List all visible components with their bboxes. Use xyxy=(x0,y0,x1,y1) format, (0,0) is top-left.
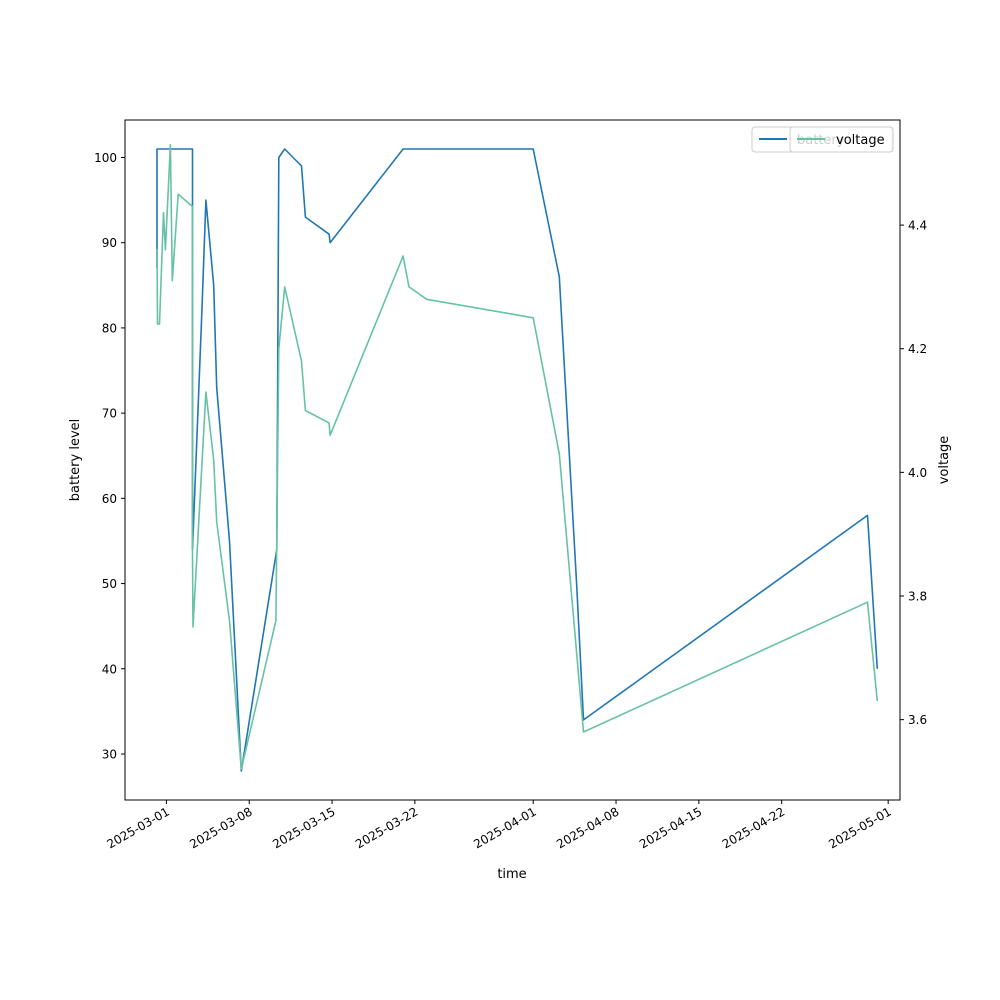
x-tick-label: 2025-04-01 xyxy=(471,804,538,851)
left-y-tick-label: 100 xyxy=(94,151,117,165)
legend-voltage-frame xyxy=(789,126,894,153)
x-axis-ticks: 2025-03-01 2025-03-08 2025-03-15 2025-03-22… xyxy=(104,800,894,851)
series-layer xyxy=(156,143,879,772)
plot-area-background xyxy=(125,120,900,800)
right-y-tick-label: 3.8 xyxy=(908,590,927,604)
right-y-axis-label: voltage xyxy=(937,436,952,485)
left-y-tick-label: 80 xyxy=(102,321,117,335)
x-axis-label: time xyxy=(497,867,526,882)
left-y-tick-label: 40 xyxy=(102,662,117,676)
right-y-tick-label: 4.2 xyxy=(908,342,927,356)
right-y-tick-label: 4.0 xyxy=(908,466,927,480)
plot-area-frame xyxy=(124,119,901,801)
legend-voltage: voltage xyxy=(789,126,894,153)
left-y-tick-label: 50 xyxy=(102,577,117,591)
left-y-tick-label: 30 xyxy=(102,747,117,761)
left-y-tick-label: 90 xyxy=(102,236,117,250)
left-y-tick-label: 70 xyxy=(102,407,117,421)
left-y-tick-label: 60 xyxy=(102,492,117,506)
voltage-series-line xyxy=(156,143,879,770)
battery-series-line xyxy=(156,148,879,772)
x-tick-label: 2025-03-08 xyxy=(187,804,254,851)
right-y-tick-label: 4.4 xyxy=(908,219,927,233)
x-tick-label: 2025-03-22 xyxy=(353,804,420,851)
right-y-tick-label: 3.6 xyxy=(908,713,927,727)
x-tick-label: 2025-04-15 xyxy=(637,804,704,851)
left-y-axis-ticks: 30 40 50 60 70 80 90 100 xyxy=(94,151,125,761)
right-y-axis-ticks: 3.6 3.8 4.0 4.2 4.4 xyxy=(900,219,927,727)
x-tick-label: 2025-05-01 xyxy=(826,804,893,851)
x-tick-label: 2025-03-01 xyxy=(104,804,171,851)
x-tick-label: 2025-04-22 xyxy=(720,804,787,851)
x-tick-label: 2025-03-15 xyxy=(270,804,337,851)
x-tick-label: 2025-04-08 xyxy=(554,804,621,851)
legend-voltage-label: voltage xyxy=(836,133,885,148)
left-y-axis-label: battery level xyxy=(68,419,83,502)
